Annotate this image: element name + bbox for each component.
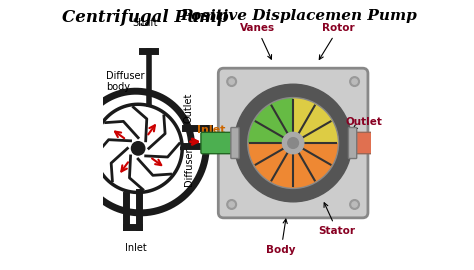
- Text: Inlet: Inlet: [125, 242, 146, 252]
- FancyBboxPatch shape: [231, 127, 239, 158]
- Circle shape: [229, 79, 234, 84]
- Circle shape: [350, 77, 359, 86]
- FancyBboxPatch shape: [348, 127, 357, 158]
- Circle shape: [234, 84, 352, 202]
- FancyBboxPatch shape: [352, 132, 385, 154]
- Circle shape: [288, 138, 299, 148]
- Wedge shape: [248, 97, 293, 143]
- Text: Shaft: Shaft: [132, 18, 157, 28]
- FancyBboxPatch shape: [219, 68, 368, 218]
- Text: Outlet: Outlet: [183, 93, 193, 123]
- Text: Outlet: Outlet: [346, 117, 383, 129]
- Text: Diffuser
body: Diffuser body: [106, 71, 145, 92]
- FancyBboxPatch shape: [201, 132, 234, 154]
- Text: Stator: Stator: [319, 203, 356, 236]
- Circle shape: [283, 132, 304, 154]
- Text: Vanes: Vanes: [239, 23, 274, 59]
- Text: Diffuser: Diffuser: [183, 148, 193, 186]
- Wedge shape: [293, 97, 338, 143]
- Text: Centrifugal Pump: Centrifugal Pump: [62, 9, 228, 26]
- Text: Body: Body: [266, 219, 296, 255]
- Text: Inlet: Inlet: [197, 125, 225, 135]
- Wedge shape: [293, 143, 338, 188]
- Text: Rotor: Rotor: [319, 23, 355, 59]
- Circle shape: [352, 79, 357, 84]
- Circle shape: [227, 77, 237, 86]
- Circle shape: [350, 200, 359, 209]
- Text: Positive Displacemen Pump: Positive Displacemen Pump: [180, 9, 417, 23]
- Circle shape: [352, 202, 357, 207]
- Wedge shape: [248, 143, 293, 188]
- Circle shape: [227, 200, 237, 209]
- Circle shape: [131, 142, 145, 155]
- Circle shape: [229, 202, 234, 207]
